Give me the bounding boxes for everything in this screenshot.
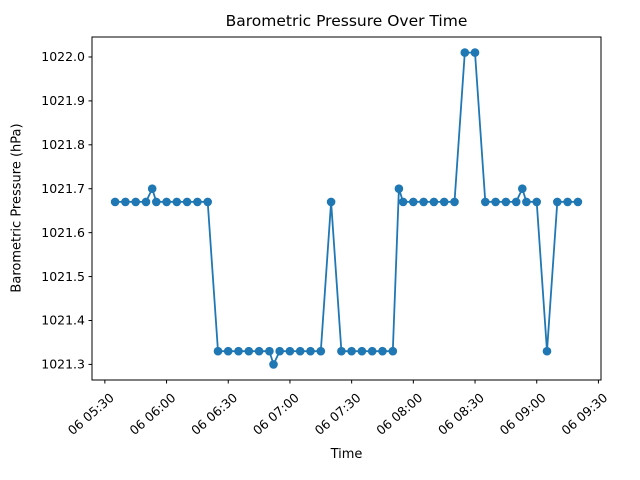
y-axis-ticks: 1021.3 1021.4 1021.5 1021.6 1021.7 1021.8 1021… [41, 49, 92, 372]
data-point-marker [409, 197, 418, 207]
data-point-marker [131, 197, 140, 207]
data-point-marker [491, 197, 500, 207]
data-point-marker [439, 197, 449, 207]
data-point-marker [522, 197, 531, 207]
data-point-marker [470, 48, 480, 57]
x-tick-label: 06 07:30 [312, 390, 364, 438]
y-tick-label: 1021.6 [41, 225, 85, 240]
data-point-marker [460, 48, 470, 57]
data-point-marker [501, 197, 511, 207]
x-tick-label: 06 06:30 [188, 390, 240, 438]
y-tick-label: 1021.8 [41, 137, 85, 152]
data-point-marker [223, 346, 233, 356]
x-tick-label: 06 05:30 [65, 390, 117, 438]
data-point-marker [532, 197, 541, 207]
x-tick-label: 06 07:00 [250, 390, 302, 438]
data-points [110, 48, 583, 369]
data-point-marker [265, 346, 274, 356]
y-tick-label: 1021.4 [41, 313, 85, 328]
data-point-marker [398, 197, 408, 207]
data-point-marker [162, 197, 171, 207]
data-point-marker [244, 346, 254, 356]
data-point-marker [172, 197, 182, 207]
data-point-marker [193, 197, 202, 207]
y-tick-label: 1022.0 [41, 49, 85, 64]
x-tick-label: 06 06:00 [126, 390, 178, 438]
data-point-marker [275, 346, 285, 356]
data-point-marker [388, 346, 398, 356]
data-point-marker [573, 197, 583, 207]
data-point-marker [553, 197, 562, 207]
data-point-marker [213, 346, 223, 356]
data-point-marker [141, 197, 151, 207]
y-tick-label: 1021.9 [41, 93, 85, 108]
data-point-marker [511, 197, 521, 207]
data-point-marker [203, 197, 212, 207]
data-point-marker [481, 197, 490, 207]
data-point-marker [306, 346, 315, 356]
data-point-marker [347, 346, 356, 356]
data-point-marker [563, 197, 572, 207]
data-point-marker [357, 346, 367, 356]
data-point-marker [182, 197, 192, 207]
pressure-line [114, 51, 579, 366]
x-tick-label: 06 09:00 [497, 390, 549, 438]
chart-title: Barometric Pressure Over Time [225, 12, 468, 30]
data-point-marker [378, 346, 387, 356]
data-point-marker [394, 184, 404, 193]
data-point-marker [450, 197, 459, 207]
x-tick-label: 06 08:00 [373, 390, 425, 438]
x-tick-label: 06 08:30 [435, 390, 487, 438]
data-point-marker [121, 197, 130, 207]
y-tick-label: 1021.3 [41, 357, 85, 372]
x-tick-label: 06 09:30 [558, 390, 610, 438]
data-point-marker [152, 197, 161, 207]
data-point-marker [147, 184, 157, 193]
data-point-marker [429, 197, 439, 207]
data-point-marker [316, 346, 326, 356]
data-point-marker [110, 197, 120, 207]
data-point-marker [254, 346, 264, 356]
data-point-marker [326, 197, 336, 207]
x-axis-ticks: 06 05:30 06 06:00 06 06:30 06 07:00 06 07:30… [65, 380, 610, 438]
plot-frame [91, 36, 602, 381]
y-tick-label: 1021.5 [41, 269, 85, 284]
data-point-marker [419, 197, 428, 207]
data-point-marker [337, 346, 346, 356]
data-point-marker [542, 346, 552, 356]
x-axis-label: Time [330, 447, 363, 462]
data-point-marker [285, 346, 295, 356]
data-point-marker [234, 346, 243, 356]
data-point-marker [518, 184, 527, 193]
data-point-marker [269, 360, 278, 369]
y-tick-label: 1021.7 [41, 181, 85, 196]
data-point-marker [367, 346, 377, 356]
data-point-marker [295, 346, 305, 356]
